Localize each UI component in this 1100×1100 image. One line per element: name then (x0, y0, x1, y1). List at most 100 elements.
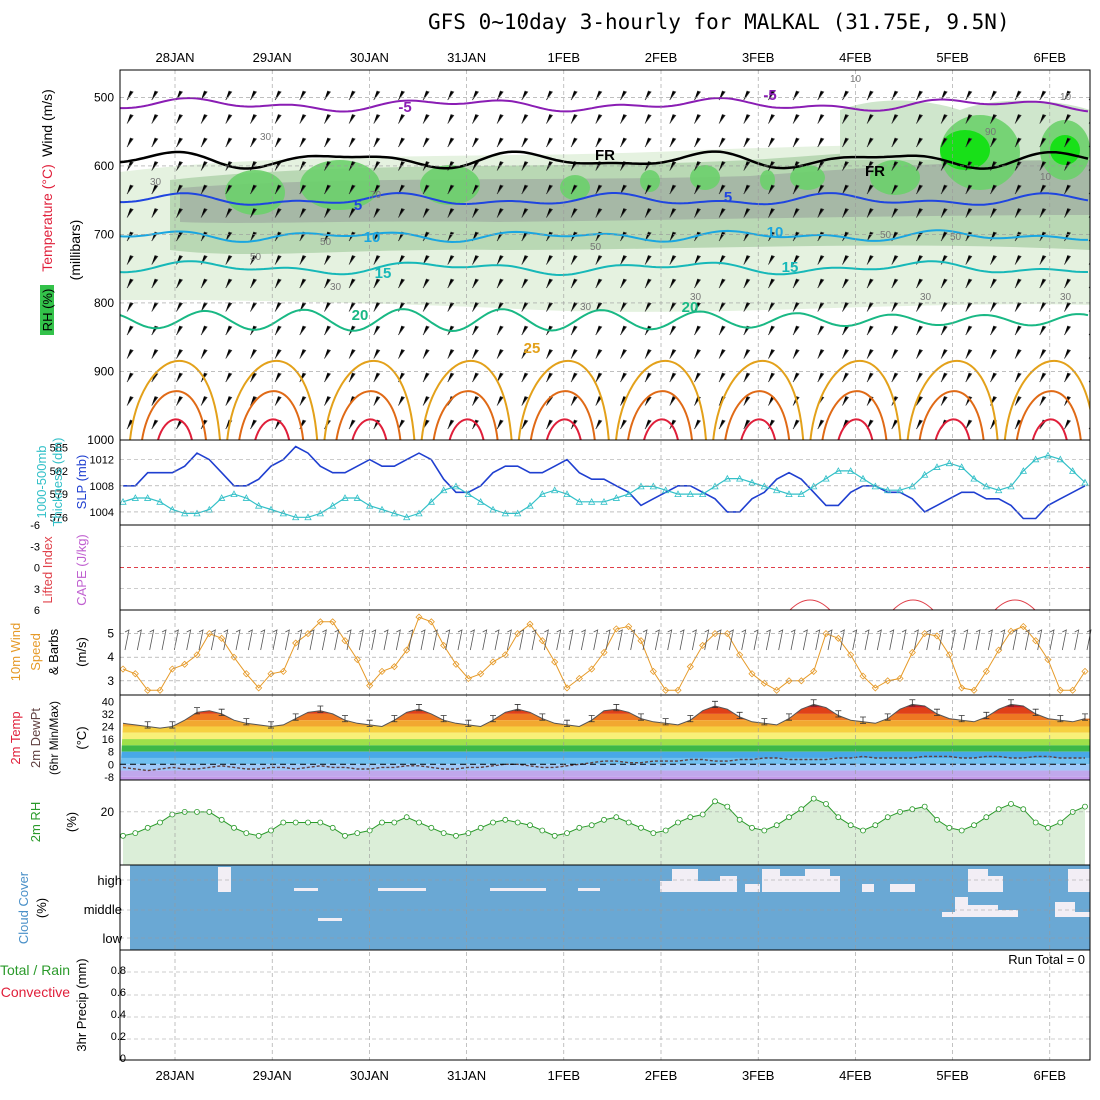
barb (496, 184, 504, 195)
thickness-point (353, 494, 362, 501)
wind-barb-10m (161, 629, 167, 651)
isotherm-35-7 (837, 418, 874, 440)
wind-barb-10m (753, 629, 759, 651)
thickness-point (908, 482, 917, 490)
wind-tick-1: 4 (107, 650, 114, 664)
barb (324, 208, 331, 218)
isotherm-25-4 (517, 359, 610, 440)
wind-speed-point (773, 686, 781, 694)
cloud-clear-16 (378, 888, 426, 891)
rh-patch-4 (640, 170, 660, 192)
rh2m-area (123, 798, 1085, 865)
barb (792, 90, 800, 101)
barb (620, 90, 627, 101)
rh-patch-7 (790, 165, 825, 190)
thickness-point (785, 490, 793, 497)
wind-speed-point (1081, 667, 1089, 675)
rh-label-12: 50 (250, 252, 262, 263)
rh2m-point (810, 795, 817, 802)
barb (743, 137, 751, 148)
barb (176, 396, 183, 406)
barb (718, 349, 726, 359)
rh2m-point (453, 832, 459, 839)
wind-barb-10m (926, 629, 932, 651)
temp-minmax-bar (1082, 713, 1088, 721)
rh2m-point (847, 822, 854, 829)
rh2m-point (477, 824, 484, 831)
slp-tick-2: 1004 (90, 507, 114, 519)
temp-band-9 (120, 757, 1090, 765)
barb (496, 114, 504, 124)
barb (1064, 325, 1071, 336)
barb (398, 278, 405, 289)
wind-speed-point (501, 651, 509, 659)
isotherm-30-2 (335, 390, 402, 440)
barb (299, 208, 307, 218)
thickness-tick-0: 585 (50, 443, 68, 455)
barb (1039, 278, 1047, 289)
temp-minmax-bar (342, 715, 348, 723)
thickness-point (846, 467, 855, 474)
barb (521, 278, 529, 289)
rh2m-point (588, 822, 595, 829)
wind-barb-10m (519, 629, 525, 651)
barb (299, 255, 307, 265)
barb (644, 137, 652, 148)
thickness-point (415, 509, 423, 517)
rh-label-9: 30 (920, 292, 932, 303)
wind-speed-point (378, 667, 386, 675)
barb (324, 396, 331, 406)
wind-speed-point (822, 630, 830, 638)
barb (718, 114, 726, 124)
cloud-clear-13 (988, 876, 1003, 892)
precip-tick-0: 0.8 (111, 965, 126, 977)
barb (940, 372, 948, 383)
barb (348, 278, 356, 289)
barb (990, 325, 997, 336)
thickness-point (711, 482, 719, 490)
barb (225, 302, 233, 312)
wind-barb-10m (642, 629, 648, 651)
rh-patch-5 (690, 165, 720, 190)
barb (891, 114, 899, 124)
cloud-clear-14 (1068, 869, 1090, 892)
barb (200, 90, 208, 101)
barb (1014, 208, 1022, 218)
lifted-tick-0: -6 (30, 520, 40, 532)
isotherm-20 (120, 308, 1089, 333)
barb (496, 419, 504, 430)
barb (817, 349, 825, 359)
barb (644, 419, 652, 430)
barb (274, 255, 282, 265)
barb (866, 137, 874, 148)
thickness-point (390, 509, 399, 517)
barb (324, 161, 331, 171)
barb (176, 184, 183, 195)
date-bottom-8: 5FEB (936, 1068, 969, 1083)
panel-frame-precip (119, 949, 1091, 1061)
barb (422, 396, 430, 406)
isotherm-25-0 (129, 359, 221, 440)
wind-barb-10m (605, 629, 611, 651)
wind-barb-10m (938, 629, 944, 651)
barb (299, 137, 307, 148)
barb (718, 325, 726, 336)
barb (1039, 325, 1047, 336)
barb (817, 208, 825, 218)
barb (324, 137, 331, 148)
wind-speed-point (834, 634, 842, 642)
barb (644, 208, 652, 218)
barb (299, 325, 307, 336)
wind-speed-point (526, 620, 534, 628)
wind-barb-10m (432, 629, 438, 651)
barb (274, 396, 282, 406)
wind-speed-point (477, 670, 485, 678)
isotherm-30-0 (141, 390, 207, 440)
rh-label-11: 30 (150, 177, 162, 188)
barb (916, 396, 923, 406)
barb (595, 184, 603, 195)
wind-barb-10m (913, 629, 919, 651)
barb (398, 114, 405, 124)
barb (274, 208, 282, 218)
barb (694, 255, 701, 265)
